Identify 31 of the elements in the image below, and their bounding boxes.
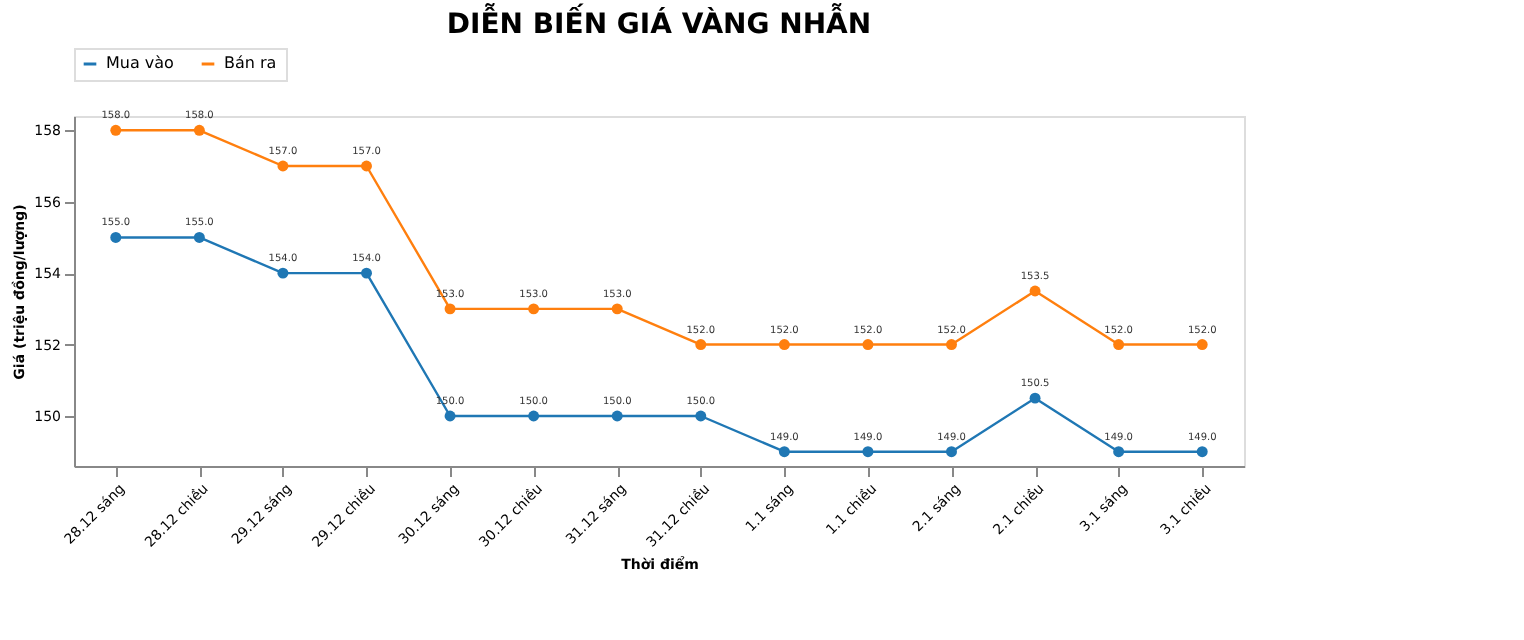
point xyxy=(1113,446,1125,458)
point xyxy=(110,124,122,136)
point xyxy=(1029,285,1041,297)
legend-label: Mua vào xyxy=(106,54,175,72)
point xyxy=(528,410,540,422)
point xyxy=(277,267,289,279)
point xyxy=(778,446,790,458)
point xyxy=(695,410,707,422)
point xyxy=(946,446,957,458)
point xyxy=(444,410,456,422)
point xyxy=(1029,392,1041,404)
point xyxy=(695,339,707,351)
point xyxy=(110,231,122,243)
point xyxy=(361,160,372,172)
point xyxy=(277,160,289,172)
point xyxy=(444,303,456,315)
chart-title: DIỄN BIẾN GIÁ VÀNG NHẪN xyxy=(446,3,872,41)
legend-label: Bán ra xyxy=(224,54,277,72)
point xyxy=(862,339,874,351)
point xyxy=(193,231,205,243)
point xyxy=(1196,339,1208,351)
point xyxy=(1113,339,1125,351)
point xyxy=(528,303,540,315)
point xyxy=(778,339,790,351)
point xyxy=(611,303,623,315)
point xyxy=(611,410,623,422)
point xyxy=(862,446,874,458)
point xyxy=(193,124,205,136)
point xyxy=(1196,446,1208,458)
point xyxy=(946,339,957,351)
point xyxy=(361,267,372,279)
